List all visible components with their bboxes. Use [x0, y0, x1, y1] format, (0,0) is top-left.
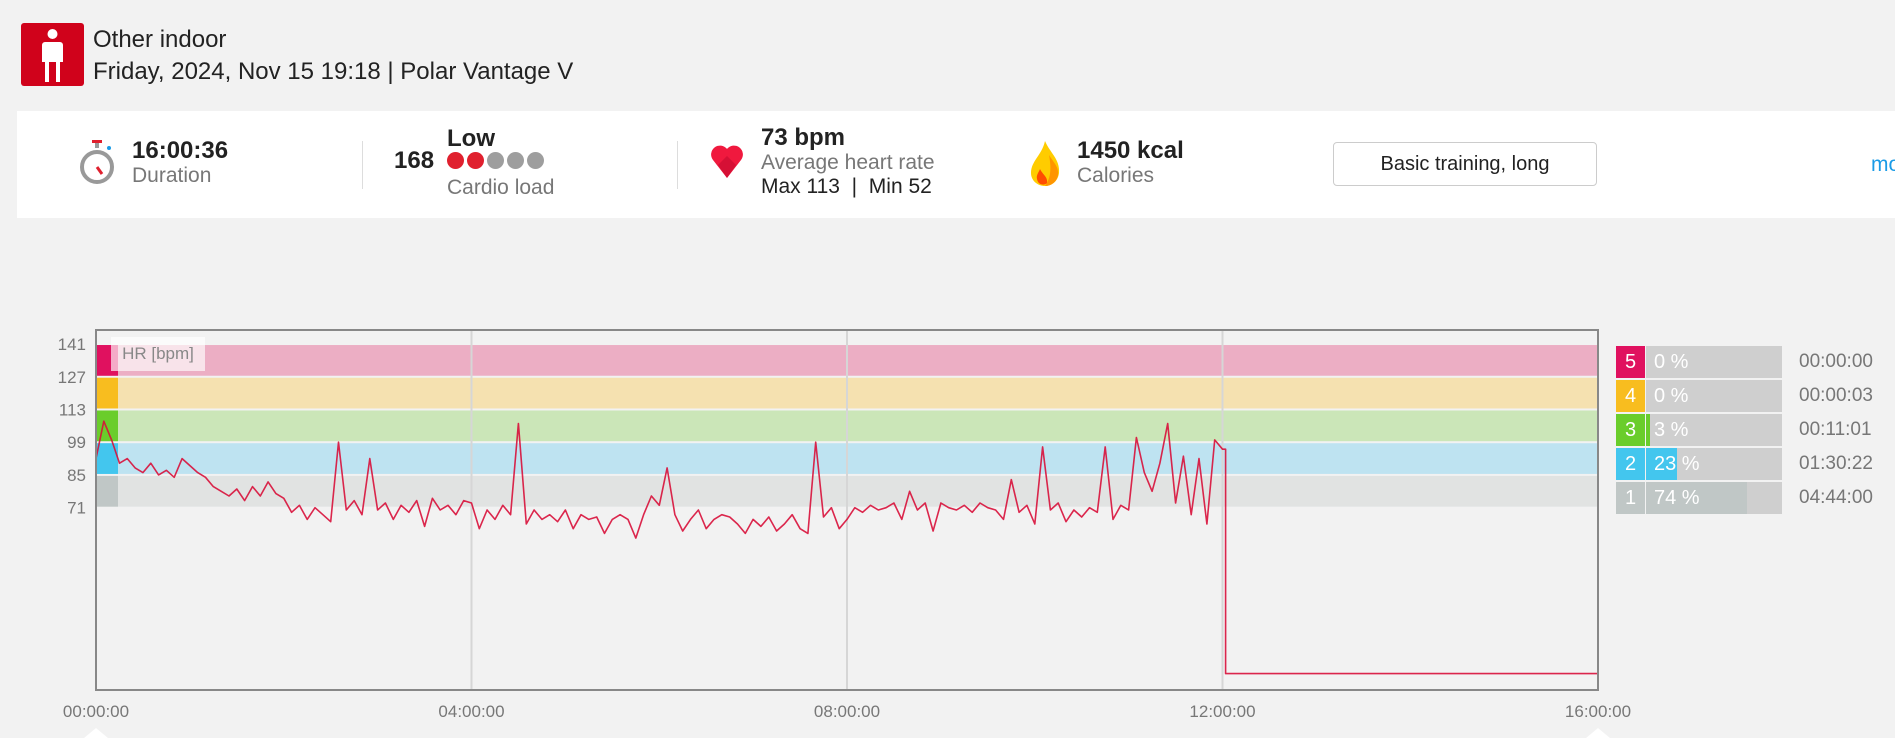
zone-marker-1	[97, 475, 118, 507]
zone-bar: 0 %	[1646, 380, 1782, 412]
zone-number: 5	[1616, 346, 1645, 378]
zone-number: 1	[1616, 482, 1645, 514]
zone-bar: 0 %	[1646, 346, 1782, 378]
zone-percent: 0 %	[1654, 351, 1689, 373]
hr-max-min: Max 113 | Min 52	[761, 175, 932, 198]
activity-subtitle: Friday, 2024, Nov 15 19:18 | Polar Vanta…	[93, 58, 574, 85]
zone-number: 3	[1616, 414, 1645, 446]
zone-time: 04:44:00	[1799, 487, 1873, 508]
cardio-load-label: Cardio load	[447, 176, 555, 199]
plot-border	[95, 329, 1599, 691]
range-slider-end[interactable]	[1586, 728, 1610, 738]
activity-title: Other indoor	[93, 26, 227, 53]
zone-number: 2	[1616, 448, 1645, 480]
x-tick-label: 08:00:00	[814, 702, 880, 721]
calories-value: 1450 kcal	[1077, 137, 1184, 164]
sport-icon-person	[21, 23, 84, 86]
zone-number: 4	[1616, 380, 1645, 412]
avg-hr-label: Average heart rate	[761, 151, 935, 174]
zone-row-3: 3 3 %	[1616, 414, 1782, 446]
zone-bar: 74 %	[1646, 482, 1782, 514]
zone-time: 00:00:03	[1799, 385, 1873, 406]
calories-label: Calories	[1077, 164, 1155, 187]
cardio-load-value: 168	[394, 147, 435, 174]
zone-bar-fill	[1646, 482, 1747, 514]
stopwatch-icon	[80, 140, 114, 191]
y-tick-label: 71	[67, 499, 86, 518]
training-benefit-button[interactable]: Basic training, long	[1333, 142, 1597, 186]
chart-y-label: HR [bpm]	[111, 337, 205, 371]
cardio-dot-empty	[527, 152, 544, 169]
range-slider-start[interactable]	[84, 728, 108, 738]
x-tick-label: 00:00:00	[63, 702, 129, 721]
zone-marker-4	[97, 377, 118, 409]
y-tick-label: 85	[67, 466, 86, 485]
zone-percent: 74 %	[1654, 487, 1700, 509]
zone-time: 00:11:01	[1799, 419, 1872, 440]
cardio-load-level: Low	[447, 125, 495, 152]
x-tick-label: 16:00:00	[1565, 702, 1631, 721]
zone-percent: 23 %	[1654, 453, 1700, 475]
zone-percent: 0 %	[1654, 385, 1689, 407]
zone-time: 01:30:22	[1799, 453, 1873, 474]
zone-row-1: 1 74 %	[1616, 482, 1782, 514]
cardio-load-dots	[447, 152, 547, 174]
divider	[677, 141, 678, 189]
divider	[362, 141, 363, 189]
x-tick-label: 12:00:00	[1189, 702, 1255, 721]
y-tick-label: 127	[58, 368, 86, 387]
cardio-dot-empty	[487, 152, 504, 169]
x-tick-label: 04:00:00	[438, 702, 504, 721]
y-tick-label: 113	[59, 400, 86, 419]
cardio-dot-filled	[467, 152, 484, 169]
avg-hr-value: 73 bpm	[761, 124, 846, 151]
zone-bar: 3 %	[1646, 414, 1782, 446]
y-tick-label: 99	[67, 433, 86, 452]
zone-bar-fill	[1646, 448, 1678, 480]
zone-marker-3	[97, 410, 118, 442]
duration-label: Duration	[132, 164, 212, 187]
heart-icon	[710, 143, 744, 184]
zone-percent: 3 %	[1654, 419, 1689, 441]
more-link[interactable]: mo	[1871, 153, 1895, 176]
duration-value: 16:00:36	[132, 137, 229, 164]
cardio-dot-empty	[507, 152, 524, 169]
cardio-dot-filled	[447, 152, 464, 169]
zone-row-4: 4 0 %	[1616, 380, 1782, 412]
zone-time: 00:00:00	[1799, 351, 1873, 372]
zone-marker-2	[97, 443, 118, 474]
flame-icon	[1030, 141, 1060, 191]
y-tick-label: 141	[58, 335, 86, 354]
hr-line	[95, 420, 1598, 675]
zone-row-5: 5 0 %	[1616, 346, 1782, 378]
zone-bar: 23 %	[1646, 448, 1782, 480]
zone-bar-fill	[1646, 414, 1651, 446]
zone-row-2: 2 23 %	[1616, 448, 1782, 480]
